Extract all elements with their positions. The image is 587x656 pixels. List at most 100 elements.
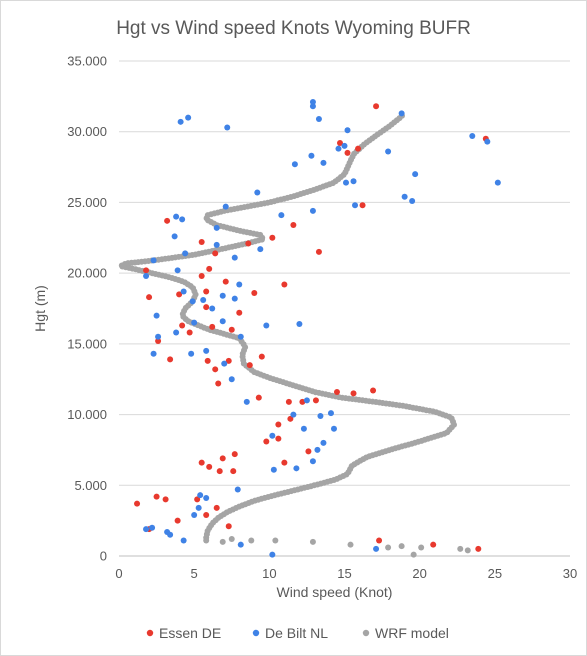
data-point xyxy=(320,159,327,166)
data-point xyxy=(176,291,183,298)
data-point xyxy=(174,267,181,274)
data-point xyxy=(275,435,282,442)
data-point xyxy=(203,304,210,311)
data-point xyxy=(278,212,285,219)
data-point xyxy=(143,272,150,279)
data-point xyxy=(299,398,306,405)
data-point xyxy=(198,239,205,246)
data-point xyxy=(200,297,207,304)
data-point xyxy=(269,551,276,558)
y-tick-label: 30.000 xyxy=(67,124,107,139)
data-point xyxy=(150,350,157,357)
data-point xyxy=(231,295,238,302)
data-point xyxy=(258,353,265,360)
data-point xyxy=(236,281,243,288)
data-point xyxy=(153,312,160,319)
data-point xyxy=(255,394,262,401)
data-point xyxy=(290,411,297,418)
data-point xyxy=(243,398,250,405)
data-point xyxy=(203,347,210,354)
data-point xyxy=(194,496,201,503)
data-point xyxy=(344,127,351,134)
data-point xyxy=(206,463,213,470)
data-point xyxy=(222,278,229,285)
data-point xyxy=(303,397,310,404)
wrf-point xyxy=(457,545,464,552)
data-point xyxy=(191,511,198,518)
data-point xyxy=(203,288,210,295)
x-tick-label: 20 xyxy=(412,566,426,581)
data-point xyxy=(173,213,180,220)
data-point xyxy=(236,309,243,316)
data-point xyxy=(146,294,153,301)
wrf-point xyxy=(418,544,425,551)
data-point xyxy=(359,202,366,209)
data-point xyxy=(237,333,244,340)
data-point xyxy=(213,224,220,231)
data-point xyxy=(171,233,178,240)
data-point xyxy=(167,356,174,363)
y-tick-label: 35.000 xyxy=(67,54,107,69)
data-point xyxy=(314,446,321,453)
data-point xyxy=(212,366,219,373)
data-point xyxy=(195,504,202,511)
x-tick-label: 5 xyxy=(191,566,198,581)
data-point xyxy=(275,421,282,428)
data-point xyxy=(134,500,141,507)
data-point xyxy=(293,465,300,472)
data-point xyxy=(251,289,258,296)
data-point xyxy=(225,357,232,364)
data-point xyxy=(317,412,324,419)
data-point xyxy=(164,217,171,224)
data-point xyxy=(245,240,252,247)
data-point xyxy=(401,193,408,200)
x-tick-label: 10 xyxy=(262,566,276,581)
data-point xyxy=(143,526,150,533)
data-point xyxy=(308,152,315,159)
data-point xyxy=(219,455,226,462)
data-point xyxy=(162,496,169,503)
data-point xyxy=(197,492,204,499)
data-point xyxy=(309,99,316,106)
data-point xyxy=(209,323,216,330)
data-point xyxy=(204,357,211,364)
legend-label: De Bilt NL xyxy=(265,625,328,641)
data-point xyxy=(376,537,383,544)
wrf-point xyxy=(272,537,279,544)
data-point xyxy=(385,148,392,155)
wrf-point xyxy=(228,536,235,543)
legend-label: Essen DE xyxy=(159,625,221,641)
data-point xyxy=(213,241,220,248)
data-point xyxy=(155,338,162,345)
plot-area xyxy=(118,99,501,558)
data-point xyxy=(344,149,351,156)
data-point xyxy=(230,468,237,475)
data-point xyxy=(180,288,187,295)
data-point xyxy=(212,250,219,257)
data-point xyxy=(263,438,270,445)
x-tick-label: 30 xyxy=(563,566,577,581)
data-point xyxy=(330,425,337,432)
data-point xyxy=(320,439,327,446)
data-point xyxy=(269,234,276,241)
wrf-point xyxy=(410,551,417,558)
data-point xyxy=(341,142,348,149)
series-essen-de xyxy=(134,103,489,552)
data-point xyxy=(228,326,235,333)
data-point xyxy=(355,145,362,152)
legend-label: WRF model xyxy=(375,625,449,641)
wrf-point xyxy=(219,538,226,545)
data-point xyxy=(186,329,193,336)
data-point xyxy=(179,322,186,329)
data-point xyxy=(315,115,322,122)
data-point xyxy=(281,281,288,288)
data-point xyxy=(222,203,229,210)
data-point xyxy=(203,511,210,518)
data-point xyxy=(198,459,205,466)
data-point xyxy=(177,118,184,125)
legend: Essen DE De Bilt NL WRF model xyxy=(146,625,449,641)
data-point xyxy=(224,124,231,131)
x-tick-label: 25 xyxy=(488,566,502,581)
